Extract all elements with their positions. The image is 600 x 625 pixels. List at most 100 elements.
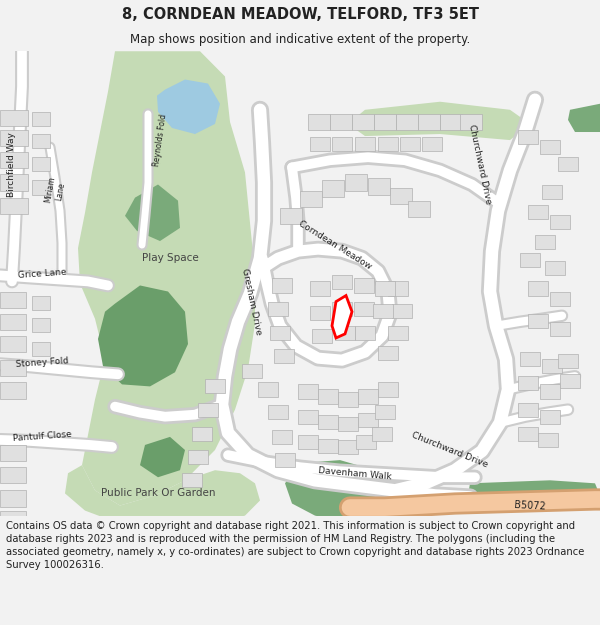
Polygon shape — [372, 427, 392, 441]
Polygon shape — [378, 382, 398, 396]
Polygon shape — [0, 382, 26, 399]
Polygon shape — [0, 445, 26, 461]
Polygon shape — [388, 326, 408, 340]
Polygon shape — [540, 409, 560, 424]
Polygon shape — [78, 51, 255, 506]
Polygon shape — [388, 281, 408, 296]
Polygon shape — [0, 130, 28, 146]
Polygon shape — [345, 174, 367, 191]
Polygon shape — [0, 110, 28, 126]
Polygon shape — [422, 137, 442, 151]
Text: Grice Lane: Grice Lane — [17, 267, 67, 279]
Text: Churchward Drive: Churchward Drive — [410, 431, 490, 469]
Polygon shape — [32, 134, 50, 148]
Polygon shape — [338, 417, 358, 431]
Polygon shape — [335, 326, 355, 340]
Polygon shape — [408, 201, 430, 217]
Polygon shape — [550, 215, 570, 229]
Polygon shape — [272, 278, 292, 292]
Polygon shape — [540, 384, 560, 399]
Polygon shape — [188, 450, 208, 464]
Polygon shape — [298, 435, 318, 449]
Polygon shape — [558, 354, 578, 368]
Polygon shape — [308, 114, 330, 130]
Polygon shape — [125, 184, 180, 241]
Polygon shape — [518, 376, 538, 391]
Polygon shape — [540, 140, 560, 154]
Polygon shape — [32, 296, 50, 309]
Polygon shape — [538, 433, 558, 447]
Polygon shape — [460, 114, 482, 130]
Polygon shape — [545, 261, 565, 276]
Polygon shape — [332, 137, 352, 151]
Polygon shape — [258, 382, 278, 396]
Polygon shape — [268, 302, 288, 316]
Polygon shape — [242, 364, 262, 378]
Polygon shape — [368, 179, 390, 194]
Text: Gresham Drive: Gresham Drive — [241, 268, 263, 336]
Polygon shape — [550, 291, 570, 306]
Polygon shape — [312, 329, 332, 343]
Polygon shape — [298, 409, 318, 424]
Polygon shape — [528, 314, 548, 328]
Polygon shape — [32, 181, 50, 194]
Polygon shape — [0, 174, 28, 191]
Polygon shape — [318, 389, 338, 404]
Polygon shape — [518, 427, 538, 441]
Polygon shape — [332, 296, 352, 338]
Polygon shape — [396, 114, 418, 130]
Text: Reynolds Fold: Reynolds Fold — [152, 113, 168, 167]
Polygon shape — [358, 412, 378, 427]
Polygon shape — [0, 198, 28, 214]
Polygon shape — [280, 208, 302, 224]
Text: Play Space: Play Space — [142, 253, 199, 263]
Polygon shape — [542, 359, 562, 373]
Polygon shape — [0, 314, 26, 330]
Polygon shape — [468, 480, 600, 504]
Polygon shape — [140, 437, 185, 478]
Polygon shape — [32, 112, 50, 126]
Polygon shape — [356, 435, 376, 449]
Polygon shape — [272, 430, 292, 444]
Polygon shape — [338, 440, 358, 454]
Polygon shape — [0, 491, 26, 506]
Text: Pantulf Close: Pantulf Close — [12, 431, 72, 443]
Polygon shape — [354, 302, 374, 316]
Text: Birchfield Way: Birchfield Way — [7, 132, 17, 197]
Text: Map shows position and indicative extent of the property.: Map shows position and indicative extent… — [130, 34, 470, 46]
Polygon shape — [65, 465, 260, 528]
Polygon shape — [520, 253, 540, 268]
Polygon shape — [542, 184, 562, 199]
Text: Davenham Walk: Davenham Walk — [318, 466, 392, 481]
Text: Churchward Drive: Churchward Drive — [467, 124, 493, 205]
Text: Contains OS data © Crown copyright and database right 2021. This information is : Contains OS data © Crown copyright and d… — [6, 521, 584, 571]
Polygon shape — [205, 379, 225, 394]
Polygon shape — [528, 281, 548, 296]
Polygon shape — [300, 191, 322, 207]
Polygon shape — [330, 114, 352, 130]
Polygon shape — [275, 453, 295, 467]
Polygon shape — [0, 467, 26, 483]
Polygon shape — [352, 114, 374, 130]
Polygon shape — [318, 439, 338, 453]
Polygon shape — [0, 152, 28, 168]
Polygon shape — [375, 281, 395, 296]
Polygon shape — [560, 374, 580, 388]
Polygon shape — [0, 360, 26, 376]
Polygon shape — [192, 427, 212, 441]
Polygon shape — [550, 322, 570, 336]
Polygon shape — [198, 402, 218, 417]
Polygon shape — [32, 158, 50, 171]
Polygon shape — [0, 291, 26, 308]
Polygon shape — [182, 473, 202, 488]
Polygon shape — [375, 404, 395, 419]
Polygon shape — [310, 137, 330, 151]
Polygon shape — [378, 137, 398, 151]
Polygon shape — [310, 306, 330, 320]
Polygon shape — [520, 352, 540, 366]
Polygon shape — [418, 114, 440, 130]
Text: Miriam
Lane: Miriam Lane — [43, 176, 67, 205]
Polygon shape — [373, 304, 393, 318]
Polygon shape — [298, 384, 318, 399]
Polygon shape — [518, 130, 538, 144]
